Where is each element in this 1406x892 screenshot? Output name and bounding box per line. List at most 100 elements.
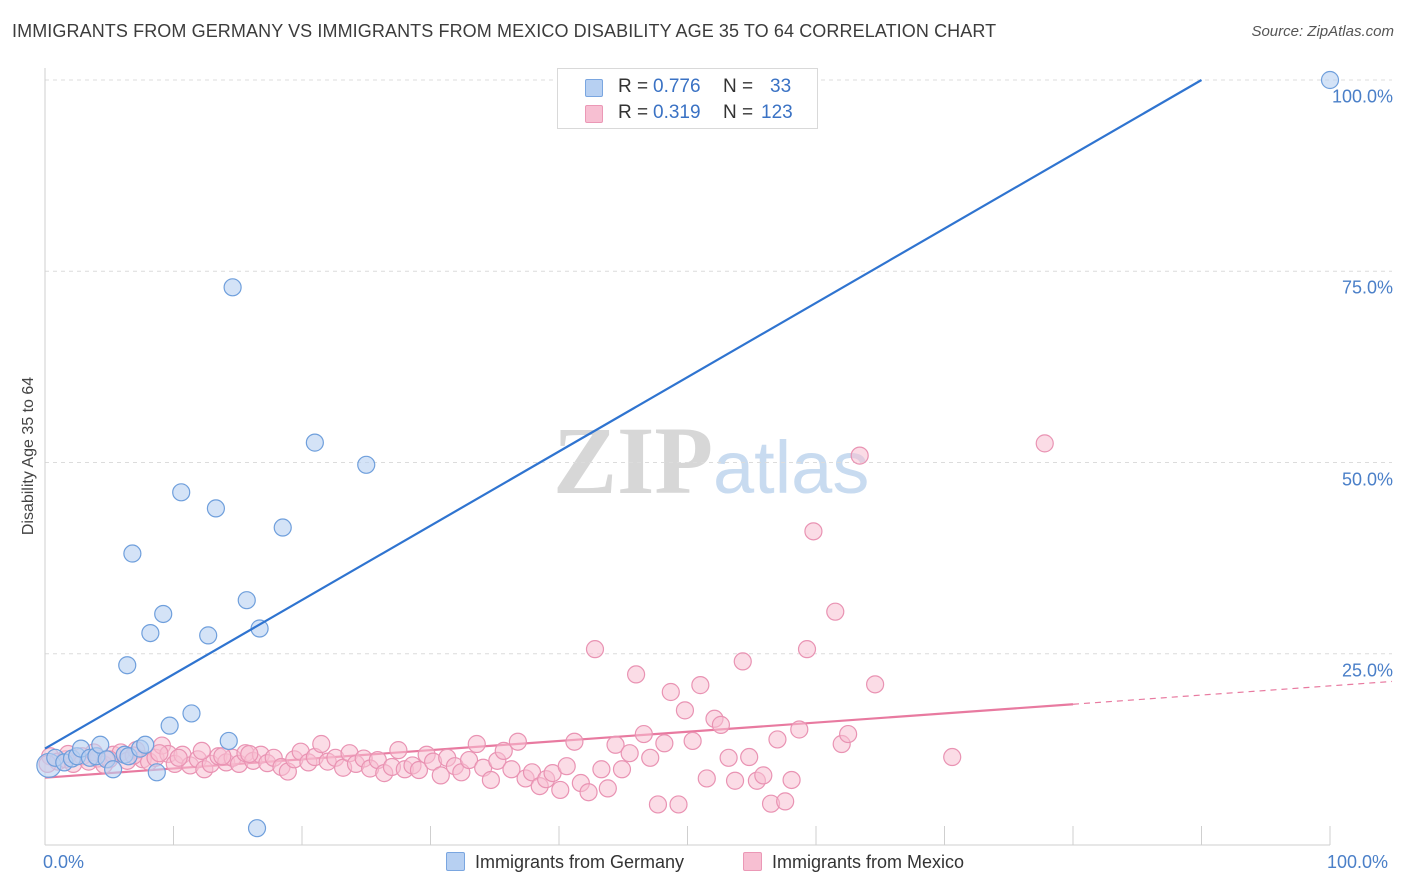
mexico-point — [431, 766, 450, 785]
mexico-point — [804, 522, 823, 541]
mexico-point — [725, 771, 745, 790]
legend-item-mexico: Immigrants from Mexico — [743, 852, 964, 873]
germany-point — [206, 499, 226, 518]
mexico-swatch — [585, 105, 603, 123]
mexico-point — [797, 640, 817, 659]
stats-legend: R = 0.776 N = 33 R = 0.319 N = 123 — [557, 68, 818, 129]
watermark: ZIPatlas — [553, 405, 869, 516]
mexico-point — [579, 783, 598, 802]
mexico-point — [508, 732, 527, 751]
mexico-point — [711, 715, 731, 734]
y-tick-label: 25.0% — [1341, 660, 1393, 681]
germany-points — [36, 70, 1340, 838]
y-tick-label: 100.0% — [1331, 86, 1393, 107]
mexico-trend-dashed — [1072, 680, 1393, 705]
mexico-point — [669, 795, 688, 814]
mexico-point — [691, 676, 710, 695]
mexico-point — [634, 724, 653, 744]
germany-point — [182, 704, 201, 723]
mexico-point — [675, 701, 695, 720]
germany-trend-line — [44, 79, 1203, 750]
mexico-point — [598, 779, 617, 798]
germany-point — [136, 735, 155, 754]
mexico-point — [565, 732, 584, 751]
source-label: Source: ZipAtlas.com — [1251, 23, 1394, 40]
legend-n-value: 123 — [761, 102, 793, 123]
mexico-point — [585, 640, 605, 659]
mexico-point — [409, 760, 429, 780]
germany-point — [273, 518, 292, 537]
germany-point — [160, 716, 179, 735]
mexico-point — [697, 769, 716, 788]
mexico-point — [502, 760, 521, 779]
x-tick-label-max: 100.0% — [1327, 852, 1389, 872]
mexico-point — [481, 770, 500, 790]
germany-point — [223, 278, 242, 297]
mexico-point — [719, 748, 738, 767]
mexico-points — [38, 434, 1054, 814]
germany-point — [219, 731, 238, 751]
legend-n-value: 33 — [770, 76, 792, 97]
mexico-point — [312, 734, 331, 754]
chart-title: IMMIGRANTS FROM GERMANY VS IMMIGRANTS FR… — [12, 21, 997, 41]
germany-point — [123, 544, 142, 563]
watermark-atlas: atlas — [713, 426, 870, 509]
mexico-point — [606, 735, 625, 754]
mexico-point — [192, 741, 211, 761]
mexico-point — [683, 731, 702, 751]
mexico-point — [389, 741, 408, 760]
mexico-point — [240, 744, 259, 764]
legend-r-label: R = — [618, 102, 649, 123]
mexico-point — [648, 795, 668, 814]
germany-point — [357, 455, 376, 474]
germany-point — [141, 623, 160, 643]
mexico-point — [850, 446, 869, 465]
mexico-point — [150, 744, 169, 763]
germany-point — [247, 819, 267, 838]
mexico-point — [467, 734, 486, 754]
grid-lines — [45, 79, 1392, 655]
mexico-point — [459, 750, 479, 770]
y-tick-label: 50.0% — [1341, 469, 1393, 489]
mexico-point — [641, 748, 660, 767]
legend-item-germany: Immigrants from Germany — [446, 852, 684, 873]
y-tick-label: 75.0% — [1341, 277, 1393, 298]
mexico-point — [557, 757, 576, 776]
mexico-point — [551, 780, 570, 800]
mexico-point — [626, 665, 646, 684]
germany-point — [154, 604, 173, 624]
mexico-point — [866, 675, 885, 694]
germany-point — [237, 591, 256, 610]
mexico-point — [169, 748, 188, 767]
mexico-point — [592, 760, 611, 779]
mexico-point — [839, 724, 858, 744]
legend-label-germany: Immigrants from Germany — [475, 852, 685, 872]
germany-point — [305, 433, 324, 452]
x-tick-label-min: 0.0% — [43, 852, 85, 872]
mexico-point — [754, 766, 773, 785]
mexico-point — [1035, 434, 1054, 453]
mexico-point — [740, 747, 759, 767]
germany-point — [199, 626, 218, 645]
y-axis-label: Disability Age 35 to 64 — [20, 376, 37, 536]
mexico-point — [661, 682, 680, 702]
legend-r-value: 0.319 — [653, 102, 701, 123]
mexico-swatch-bottom — [743, 852, 762, 871]
germany-point — [104, 760, 123, 779]
germany-point — [172, 483, 191, 502]
germany-trend-solid — [44, 79, 1203, 750]
mexico-point — [826, 602, 845, 621]
germany-point — [147, 763, 166, 782]
mexico-point — [494, 741, 513, 761]
mexico-point — [213, 747, 232, 766]
legend-n-label: N = — [723, 102, 754, 123]
mexico-point — [776, 792, 795, 811]
germany-point — [1320, 70, 1340, 90]
legend-r-value: 0.776 — [653, 76, 701, 97]
mexico-point — [655, 734, 674, 753]
watermark-zip: ZIP — [553, 407, 714, 514]
legend-r-label: R = — [618, 76, 649, 97]
legend-n-label: N = — [723, 76, 754, 97]
legend-label-mexico: Immigrants from Mexico — [772, 852, 965, 872]
